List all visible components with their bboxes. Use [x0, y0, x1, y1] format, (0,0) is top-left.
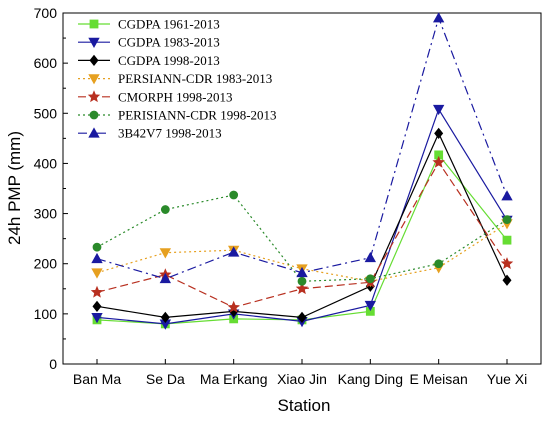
data-point	[90, 285, 104, 298]
y-tick-label: 300	[34, 206, 58, 222]
x-tick-label: Kang Ding	[338, 371, 403, 387]
data-point	[91, 268, 103, 279]
legend-label: CGDPA 1998-2013	[118, 53, 220, 68]
data-point	[432, 155, 445, 168]
data-point	[89, 110, 99, 120]
series-3	[92, 127, 512, 324]
legend-label: 3B42V7 1998-2013	[118, 126, 222, 141]
y-tick-label: 200	[34, 256, 58, 272]
legend-label: CMORPH 1998-2013	[118, 89, 233, 104]
series-layer	[90, 12, 514, 330]
data-point	[502, 274, 512, 286]
data-point	[432, 104, 445, 116]
data-point	[296, 266, 308, 278]
y-tick-label: 500	[34, 105, 58, 121]
data-point	[500, 257, 514, 270]
data-point	[434, 259, 444, 269]
data-point	[432, 12, 445, 23]
data-point	[159, 272, 172, 284]
y-tick-label: 600	[34, 55, 58, 71]
data-point	[365, 274, 375, 284]
legend: CGDPA 1961-2013 CGDPA 1983-2013 CGDPA 1998…	[78, 17, 277, 141]
data-point	[434, 127, 444, 139]
legend-item: CGDPA 1998-2013	[78, 53, 220, 68]
x-tick-label: Se Da	[146, 371, 185, 387]
data-point	[88, 127, 100, 138]
data-point	[160, 205, 170, 214]
legend-item: 3B42V7 1998-2013	[78, 126, 222, 141]
data-point	[159, 248, 172, 259]
data-point	[227, 300, 240, 313]
x-tick-label: Yue Xi	[487, 371, 527, 387]
data-point	[502, 215, 512, 224]
data-point	[88, 37, 100, 49]
legend-label: PERISIANN-CDR 1998-2013	[118, 108, 277, 123]
legend-label: PERSIANN-CDR 1983-2013	[118, 71, 272, 86]
x-tick-label: E Meisan	[409, 371, 467, 387]
data-point	[364, 251, 377, 263]
series-7	[91, 12, 513, 284]
data-point	[92, 242, 102, 252]
series-1	[92, 150, 512, 329]
data-point	[89, 54, 99, 67]
data-point	[91, 252, 103, 264]
legend-item: PERISIANN-CDR 1998-2013	[78, 108, 277, 123]
series-5	[90, 155, 514, 313]
data-point	[92, 300, 102, 312]
legend-item: CGDPA 1983-2013	[78, 35, 220, 50]
y-tick-label: 700	[34, 5, 58, 21]
data-point	[229, 190, 239, 200]
legend-label: CGDPA 1961-2013	[118, 17, 220, 32]
legend-label: CGDPA 1983-2013	[118, 35, 220, 50]
y-tick-label: 100	[34, 306, 58, 322]
data-point	[89, 19, 99, 29]
data-point	[87, 90, 101, 103]
data-point	[227, 246, 240, 257]
data-point	[502, 235, 512, 245]
series-line	[96, 153, 508, 325]
data-point	[297, 311, 307, 324]
data-point	[88, 74, 100, 85]
x-tick-label: Ban Ma	[73, 371, 121, 387]
data-point	[91, 312, 103, 324]
data-point	[295, 282, 309, 295]
series-6	[92, 190, 512, 286]
data-point	[160, 311, 170, 324]
legend-item: CGDPA 1961-2013	[78, 17, 220, 32]
data-point	[364, 300, 377, 312]
x-axis-title: Station	[278, 396, 331, 415]
x-tick-label: Xiao Jin	[277, 371, 327, 387]
plot-axes: 0 100 200 300 400 500 600 700 Ban Ma Se Da Ma Erka…	[34, 5, 542, 387]
y-tick-label: 400	[34, 155, 58, 171]
data-point	[297, 276, 307, 286]
legend-item: PERSIANN-CDR 1983-2013	[78, 71, 272, 86]
x-tick-label: Ma Erkang	[200, 371, 268, 387]
y-axis-title: 24h PMP (mm)	[5, 131, 24, 245]
data-point	[501, 190, 513, 201]
legend-item: CMORPH 1998-2013	[78, 89, 233, 104]
y-tick-label: 0	[49, 356, 57, 372]
